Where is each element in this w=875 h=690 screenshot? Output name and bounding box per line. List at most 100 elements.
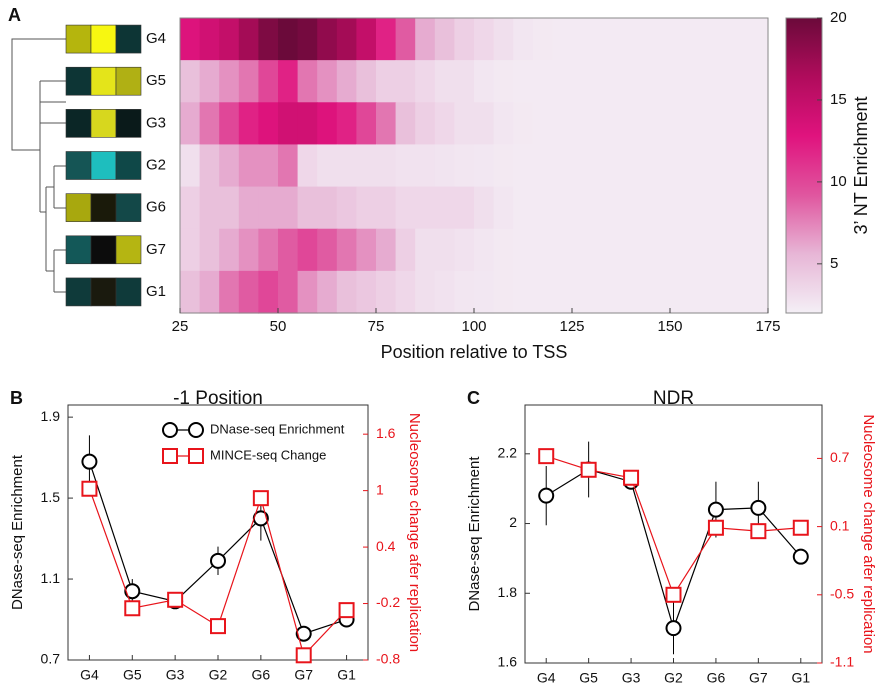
heat-cell: [415, 228, 436, 272]
dendrogram: [11, 38, 66, 293]
heat-cell: [572, 60, 593, 103]
heat-cell: [513, 228, 534, 272]
heat-cell: [532, 144, 553, 188]
heat-cell: [376, 60, 397, 103]
heat-cell: [415, 186, 436, 230]
heat-cell: [572, 270, 593, 314]
heat-cell: [591, 60, 612, 103]
heat-cell: [552, 186, 573, 230]
heat-cell: [474, 270, 495, 314]
row-swatch: [115, 151, 142, 180]
heat-cell: [454, 60, 475, 103]
heat-cell: [336, 60, 357, 103]
heat-cell: [278, 60, 299, 103]
heat-cell: [552, 228, 573, 272]
heat-cell: [356, 60, 377, 103]
heat-cell: [709, 60, 730, 103]
heat-cell: [493, 228, 514, 272]
y-tick-label: 2.2: [498, 445, 518, 461]
y-tick-label: 1.6: [498, 654, 518, 670]
y2-tick-label: 0.4: [376, 538, 396, 554]
heat-cell: [591, 102, 612, 146]
x-tick-label: G3: [622, 670, 641, 686]
row-swatch: [115, 235, 142, 265]
marker: [665, 620, 682, 637]
row-swatch: [115, 193, 142, 222]
heat-cell: [611, 144, 632, 188]
heat-cell: [199, 186, 220, 230]
heat-cell: [474, 102, 495, 146]
row-label: G3: [146, 114, 166, 131]
marker: [750, 523, 767, 540]
heat-cell: [650, 102, 671, 146]
heat-cell: [297, 228, 318, 272]
heat-cell: [611, 270, 632, 314]
x-tick-label: 125: [559, 318, 584, 335]
heat-cell: [513, 18, 534, 61]
heat-cell: [297, 60, 318, 103]
heat-cell: [395, 144, 416, 188]
x-tick-label: G1: [337, 667, 356, 683]
heat-cell: [532, 18, 553, 61]
heat-cell: [748, 144, 769, 188]
heat-cell: [689, 228, 710, 272]
heat-cell: [278, 270, 299, 314]
marker: [338, 602, 355, 619]
heat-cell: [336, 18, 357, 61]
heat-cell: [650, 186, 671, 230]
row-label: G4: [146, 30, 166, 47]
heat-cell: [532, 186, 553, 230]
heat-cell: [180, 186, 201, 230]
heat-cell: [395, 228, 416, 272]
panel-label: C: [467, 388, 480, 408]
row-swatch: [115, 277, 142, 307]
heat-cell: [474, 144, 495, 188]
heat-cell: [454, 270, 475, 314]
x-tick-label: G2: [209, 667, 228, 683]
row-label: G7: [146, 241, 166, 258]
marker: [124, 600, 141, 617]
heat-cell: [728, 144, 749, 188]
heat-cell: [728, 18, 749, 61]
marker: [188, 422, 204, 438]
y-tick-label: 0.7: [41, 651, 61, 667]
heat-cell: [552, 60, 573, 103]
x-tick-label: G3: [166, 667, 185, 683]
x-tick-label: 175: [755, 318, 780, 335]
heat-cell: [709, 186, 730, 230]
heat-cell: [317, 270, 338, 314]
heat-cell: [532, 270, 553, 314]
heat-cell: [670, 186, 691, 230]
heat-cell: [238, 144, 259, 188]
marker: [750, 499, 767, 516]
heat-cell: [180, 228, 201, 272]
heat-cell: [552, 102, 573, 146]
row-label: G5: [146, 72, 166, 89]
heat-cell: [572, 102, 593, 146]
row-swatch: [115, 24, 142, 54]
heat-cell: [513, 186, 534, 230]
heat-cell: [336, 102, 357, 146]
heat-cell: [356, 102, 377, 146]
heat-cell: [630, 18, 651, 61]
heat-cell: [454, 228, 475, 272]
heat-cell: [572, 186, 593, 230]
heat-cell: [297, 186, 318, 230]
row-label: G6: [146, 199, 166, 216]
colorbar-label: 3’ NT Enrichment: [851, 96, 871, 234]
heat-cell: [238, 186, 259, 230]
heat-cell: [630, 228, 651, 272]
heat-cell: [317, 102, 338, 146]
heat-cell: [434, 270, 455, 314]
heat-cell: [395, 60, 416, 103]
heat-cell: [434, 228, 455, 272]
heat-cell: [689, 102, 710, 146]
marker: [81, 480, 98, 497]
heat-cell: [552, 270, 573, 314]
marker: [124, 583, 141, 600]
heat-cell: [180, 144, 201, 188]
heat-cell: [709, 144, 730, 188]
heat-cell: [670, 144, 691, 188]
heat-cell: [219, 18, 240, 61]
heat-cell: [376, 270, 397, 314]
